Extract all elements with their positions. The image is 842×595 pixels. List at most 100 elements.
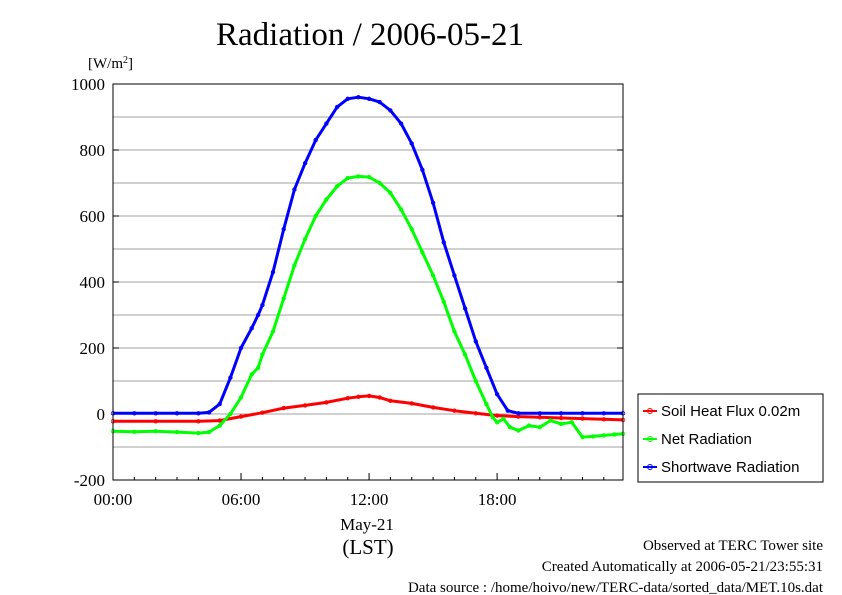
data-point-shortwave-radiation bbox=[452, 273, 457, 278]
data-point-shortwave-radiation bbox=[462, 306, 468, 311]
series-line-soil-heat-flux-0-02m bbox=[113, 394, 624, 423]
data-point-shortwave-radiation bbox=[255, 312, 261, 318]
footer-data-source: Data source : /home/hoivo/new/TERC-data/… bbox=[408, 580, 824, 595]
legend-marker-net-radiation bbox=[647, 436, 653, 442]
data-point-net-radiation bbox=[548, 418, 553, 423]
data-point-shortwave-radiation bbox=[292, 187, 297, 192]
data-point-soil-heat-flux-0-02m bbox=[452, 408, 457, 413]
data-point-net-radiation bbox=[260, 352, 265, 357]
data-point-net-radiation bbox=[409, 226, 414, 232]
y-axis-unit-base: [W/m bbox=[88, 56, 123, 72]
x-axis-label: (LST) bbox=[342, 535, 393, 559]
data-point-net-radiation bbox=[558, 421, 564, 427]
data-point-shortwave-radiation bbox=[388, 108, 393, 113]
data-point-shortwave-radiation bbox=[345, 96, 350, 101]
data-point-shortwave-radiation bbox=[366, 96, 372, 101]
x-tick-label: 00:00 bbox=[94, 490, 133, 509]
data-point-net-radiation bbox=[255, 365, 261, 370]
data-point-net-radiation bbox=[398, 207, 404, 212]
data-point-shortwave-radiation bbox=[430, 200, 436, 205]
x-tick-label: 18:00 bbox=[478, 490, 517, 509]
legend-label-soil-heat-flux-0-02m: Soil Heat Flux 0.02m bbox=[661, 403, 800, 420]
y-axis-unit-end: ] bbox=[128, 56, 133, 72]
data-point-net-radiation bbox=[153, 429, 158, 434]
data-point-shortwave-radiation bbox=[601, 411, 606, 416]
data-point-net-radiation bbox=[580, 434, 585, 440]
plot-frame bbox=[112, 83, 624, 481]
legend-entries: Soil Heat Flux 0.02m Net Radiation Shortwa… bbox=[643, 403, 800, 476]
data-point-net-radiation bbox=[507, 425, 513, 430]
data-point-soil-heat-flux-0-02m bbox=[388, 398, 393, 403]
data-point-net-radiation bbox=[516, 428, 521, 433]
data-point-soil-heat-flux-0-02m bbox=[153, 419, 158, 424]
data-point-shortwave-radiation bbox=[334, 104, 340, 110]
data-point-soil-heat-flux-0-02m bbox=[409, 401, 414, 406]
data-point-net-radiation bbox=[292, 263, 297, 268]
data-point-soil-heat-flux-0-02m bbox=[537, 415, 542, 420]
legend-marker-soil-heat-flux-0-02m bbox=[647, 408, 653, 414]
y-axis-unit-superscript: 2 bbox=[123, 55, 128, 66]
data-point-soil-heat-flux-0-02m bbox=[558, 415, 564, 421]
data-point-soil-heat-flux-0-02m bbox=[302, 403, 308, 408]
data-point-shortwave-radiation bbox=[356, 94, 361, 100]
data-point-soil-heat-flux-0-02m bbox=[196, 419, 201, 424]
data-point-shortwave-radiation bbox=[537, 411, 542, 416]
data-point-net-radiation bbox=[217, 423, 222, 428]
x-axis-ticks: 00:00 06:00 12:00 18:00 bbox=[94, 473, 605, 509]
data-point-shortwave-radiation bbox=[174, 411, 180, 416]
data-point-shortwave-radiation bbox=[228, 375, 233, 380]
data-point-net-radiation bbox=[441, 299, 446, 304]
y-tick-label: 200 bbox=[80, 339, 106, 358]
data-point-net-radiation bbox=[484, 401, 489, 407]
data-point-net-radiation bbox=[281, 296, 286, 301]
data-point-net-radiation bbox=[206, 429, 212, 435]
data-point-net-radiation bbox=[313, 213, 318, 219]
data-point-shortwave-radiation bbox=[420, 167, 425, 172]
legend-label-shortwave-radiation: Shortwave Radiation bbox=[661, 459, 799, 476]
data-point-net-radiation bbox=[452, 329, 457, 334]
x-tick-label: 12:00 bbox=[350, 490, 389, 509]
data-point-shortwave-radiation bbox=[473, 339, 478, 344]
data-point-shortwave-radiation bbox=[132, 411, 137, 416]
data-point-net-radiation bbox=[494, 420, 500, 425]
data-point-soil-heat-flux-0-02m bbox=[356, 394, 361, 399]
data-point-net-radiation bbox=[228, 411, 233, 417]
data-point-net-radiation bbox=[324, 197, 329, 202]
data-point-shortwave-radiation bbox=[302, 160, 308, 166]
data-point-net-radiation bbox=[526, 423, 532, 428]
data-point-shortwave-radiation bbox=[377, 99, 382, 105]
chart-title: Radiation / 2006-05-21 bbox=[216, 17, 524, 53]
data-point-net-radiation bbox=[430, 273, 436, 278]
y-tick-label: 400 bbox=[80, 273, 106, 292]
data-point-net-radiation bbox=[345, 175, 350, 181]
data-point-net-radiation bbox=[537, 425, 542, 430]
data-point-shortwave-radiation bbox=[196, 411, 201, 416]
data-point-soil-heat-flux-0-02m bbox=[473, 411, 478, 416]
data-point-shortwave-radiation bbox=[494, 392, 500, 397]
data-point-net-radiation bbox=[174, 429, 180, 435]
data-point-net-radiation bbox=[249, 372, 254, 377]
data-point-shortwave-radiation bbox=[484, 365, 489, 370]
data-point-shortwave-radiation bbox=[558, 411, 564, 416]
data-point-shortwave-radiation bbox=[260, 302, 265, 308]
y-tick-label: 0 bbox=[97, 405, 106, 424]
data-point-net-radiation bbox=[366, 174, 372, 180]
data-point-soil-heat-flux-0-02m bbox=[217, 418, 222, 423]
data-point-shortwave-radiation bbox=[324, 121, 329, 126]
data-point-soil-heat-flux-0-02m bbox=[260, 410, 265, 415]
data-point-shortwave-radiation bbox=[206, 410, 212, 415]
data-point-net-radiation bbox=[590, 434, 596, 439]
date-label: May-21 bbox=[340, 515, 394, 534]
footer-created: Created Automatically at 2006-05-21/23:5… bbox=[542, 559, 823, 575]
legend-marker-shortwave-radiation bbox=[647, 464, 653, 470]
data-point-shortwave-radiation bbox=[281, 226, 286, 232]
series-line-shortwave-radiation bbox=[113, 95, 623, 415]
y-tick-label: 1000 bbox=[71, 75, 105, 94]
data-point-soil-heat-flux-0-02m bbox=[366, 393, 372, 399]
y-tick-label: 800 bbox=[80, 141, 106, 160]
data-point-net-radiation bbox=[462, 352, 468, 357]
data-point-soil-heat-flux-0-02m bbox=[238, 414, 244, 419]
data-point-net-radiation bbox=[501, 416, 506, 422]
data-point-shortwave-radiation bbox=[238, 345, 244, 351]
